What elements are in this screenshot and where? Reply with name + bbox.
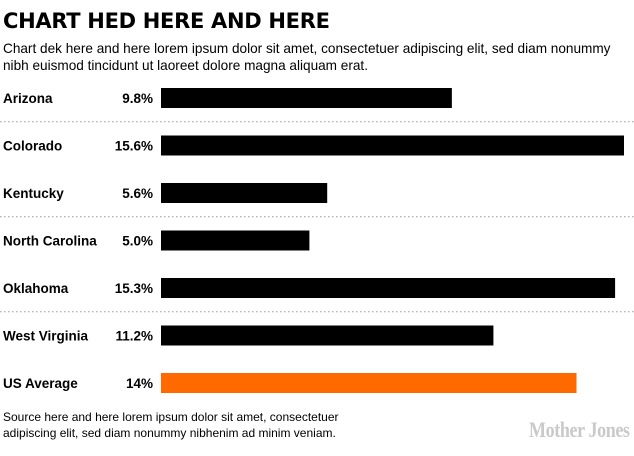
category-label-us-average: US Average	[3, 376, 78, 391]
value-label-oklahoma: 15.3%	[115, 281, 153, 296]
value-label-arizona: 9.8%	[122, 91, 153, 106]
bar-us-average	[161, 373, 577, 393]
bar-chart: Arizona 9.8% Colorado 15.6% Kentucky 5.6% Nort…	[0, 88, 634, 393]
bar-north-carolina	[161, 230, 310, 251]
category-label-colorado: Colorado	[3, 139, 62, 154]
value-label-kentucky: 5.6%	[122, 186, 153, 201]
category-label-oklahoma: Oklahoma	[3, 281, 69, 296]
bar-colorado	[161, 135, 624, 156]
category-label-kentucky: Kentucky	[3, 186, 64, 201]
mother-jones-logo: Mother Jones	[529, 417, 631, 442]
bar-arizona	[161, 88, 452, 108]
value-label-us-average: 14%	[126, 376, 153, 391]
bar-kentucky	[161, 183, 328, 203]
chart-dek: Chart dek here and here lorem ipsum dolo…	[3, 41, 611, 73]
category-label-arizona: Arizona	[3, 91, 53, 106]
chart-title: CHART HED HERE AND HERE	[3, 9, 330, 33]
value-label-north-carolina: 5.0%	[122, 234, 153, 249]
bar-oklahoma	[161, 278, 616, 298]
bar-west-virginia	[161, 325, 494, 346]
value-label-west-virginia: 11.2%	[115, 329, 153, 344]
source-note: Source here and here lorem ipsum dolor s…	[3, 410, 339, 440]
category-label-west-virginia: West Virginia	[3, 329, 89, 344]
value-label-colorado: 15.6%	[115, 139, 153, 154]
category-label-north-carolina: North Carolina	[3, 234, 97, 249]
